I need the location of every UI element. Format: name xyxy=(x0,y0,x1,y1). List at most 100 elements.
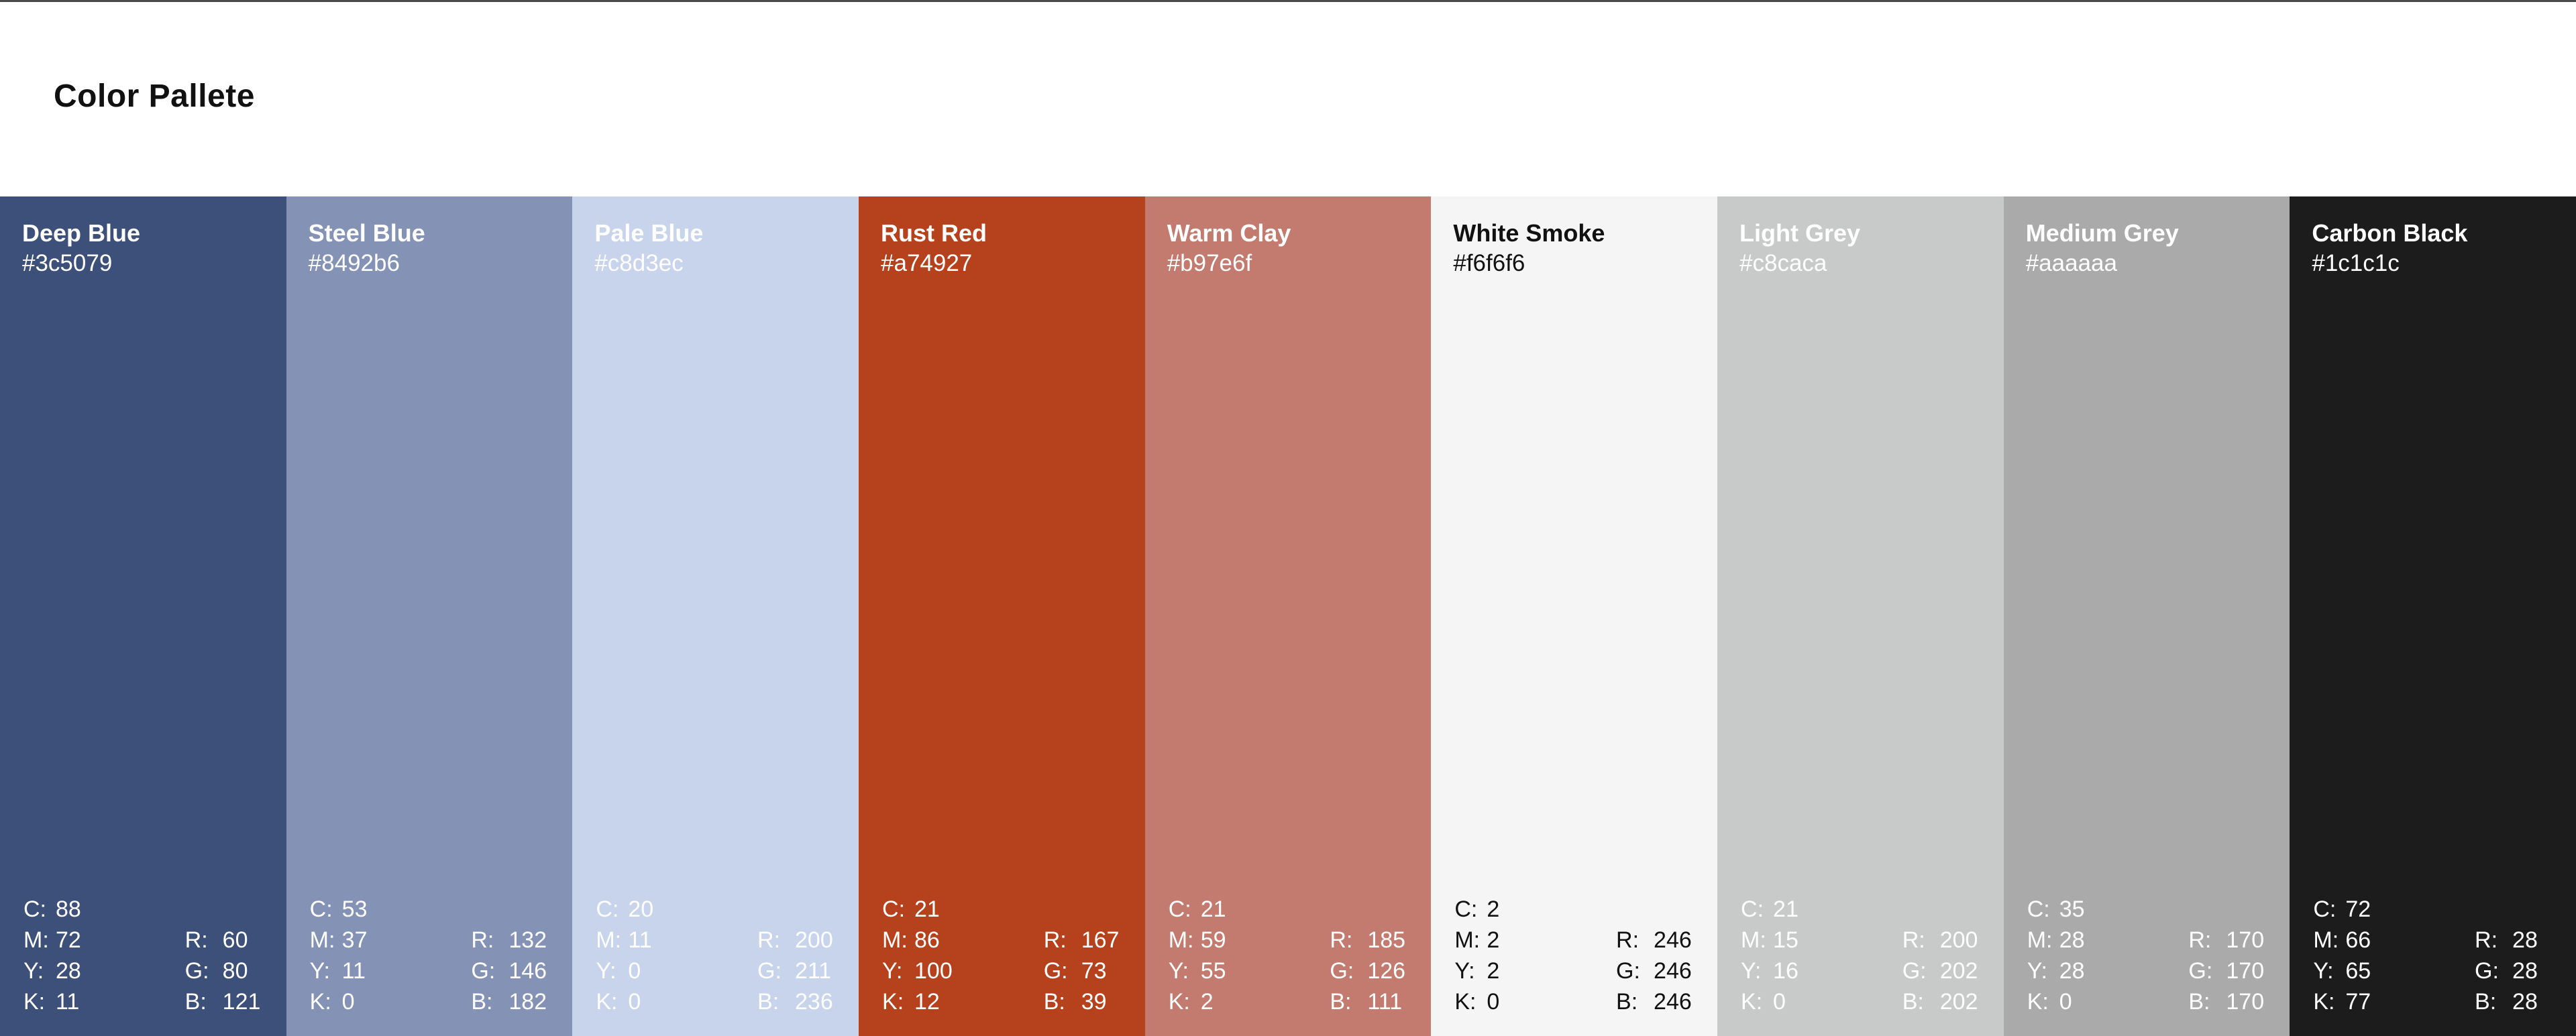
green-value: G: 28 xyxy=(2475,958,2538,984)
black-value: K: 0 xyxy=(1454,989,1500,1015)
swatch-deep-blue: Deep Blue #3c5079 C: 88 M: 72 R: 60 Y: 28 G: 80… xyxy=(0,196,286,1036)
magenta-value: M: 15 xyxy=(1741,927,1799,953)
swatch-steel-blue: Steel Blue #8492b6 C: 53 M: 37 R: 132 Y: 11 G:… xyxy=(286,196,573,1036)
swatch-name: Carbon Black xyxy=(2312,219,2468,247)
black-value: K: 0 xyxy=(1741,989,1786,1015)
magenta-value: M: 59 xyxy=(1168,927,1226,953)
blue-value: B: 182 xyxy=(471,989,547,1015)
cyan-value: C: 21 xyxy=(1741,897,1799,922)
green-value: G: 80 xyxy=(184,958,248,984)
cyan-value: C: 72 xyxy=(2313,897,2371,922)
swatch-name: Light Grey xyxy=(1739,219,1861,247)
black-value: K: 11 xyxy=(23,989,80,1015)
red-value: R: 28 xyxy=(2475,927,2538,953)
blue-value: B: 236 xyxy=(757,989,833,1015)
black-value: K: 0 xyxy=(2027,989,2072,1015)
magenta-value: M: 2 xyxy=(1454,927,1500,953)
red-value: R: 167 xyxy=(1043,927,1120,953)
red-value: R: 200 xyxy=(757,927,833,953)
blue-value: B: 111 xyxy=(1330,989,1403,1015)
top-divider xyxy=(0,0,2576,2)
cyan-value: C: 35 xyxy=(2027,897,2085,922)
swatch-carbon-black: Carbon Black #1c1c1c C: 72 M: 66 R: 28 Y: 65 G… xyxy=(2290,196,2576,1036)
yellow-value: Y: 28 xyxy=(23,958,81,984)
cyan-value: C: 21 xyxy=(1168,897,1226,922)
blue-value: B: 246 xyxy=(1616,989,1692,1015)
color-values: C: 35 M: 28 R: 170 Y: 28 G: 170 K: 0 B: 170 xyxy=(2027,894,2267,1017)
swatch-hex: #8492b6 xyxy=(308,250,400,276)
color-values: C: 53 M: 37 R: 132 Y: 11 G: 146 K: 0 B: 182 xyxy=(310,894,549,1017)
blue-value: B: 121 xyxy=(184,989,261,1015)
yellow-value: Y: 2 xyxy=(1454,958,1500,984)
swatch-hex: #f6f6f6 xyxy=(1453,250,1525,276)
green-value: G: 202 xyxy=(1902,958,1978,984)
green-value: G: 170 xyxy=(2188,958,2265,984)
swatch-name: Rust Red xyxy=(881,219,987,247)
swatch-hex: #1c1c1c xyxy=(2312,250,2400,276)
swatch-hex: #3c5079 xyxy=(22,250,113,276)
swatch-medium-grey: Medium Grey #aaaaaa C: 35 M: 28 R: 170 Y: 28 G… xyxy=(2003,196,2290,1036)
yellow-value: Y: 16 xyxy=(1741,958,1799,984)
black-value: K: 12 xyxy=(882,989,940,1015)
magenta-value: M: 11 xyxy=(596,927,652,953)
yellow-value: Y: 65 xyxy=(2313,958,2371,984)
swatch-hex: #aaaaaa xyxy=(2025,250,2117,276)
swatch-name: White Smoke xyxy=(1453,219,1605,247)
color-values: C: 72 M: 66 R: 28 Y: 65 G: 28 K: 77 B: 28 xyxy=(2313,894,2553,1017)
magenta-value: M: 86 xyxy=(882,927,940,953)
swatch-pale-blue: Pale Blue #c8d3ec C: 20 M: 11 R: 200 Y: 0 G: 21… xyxy=(572,196,859,1036)
green-value: G: 246 xyxy=(1616,958,1692,984)
swatch-name: Medium Grey xyxy=(2025,219,2179,247)
black-value: K: 0 xyxy=(596,989,641,1015)
green-value: G: 73 xyxy=(1043,958,1107,984)
color-palette: Deep Blue #3c5079 C: 88 M: 72 R: 60 Y: 28 G: 80… xyxy=(0,196,2576,1036)
color-values: C: 21 M: 59 R: 185 Y: 55 G: 126 K: 2 B: 111 xyxy=(1169,894,1408,1017)
swatch-name: Pale Blue xyxy=(594,219,704,247)
color-values: C: 21 M: 86 R: 167 Y: 100 G: 73 K: 12 B: 39 xyxy=(882,894,1122,1017)
color-values: C: 2 M: 2 R: 246 Y: 2 G: 246 K: 0 B: 246 xyxy=(1454,894,1694,1017)
cyan-value: C: 2 xyxy=(1454,897,1500,922)
cyan-value: C: 21 xyxy=(882,897,940,922)
cyan-value: C: 53 xyxy=(309,897,368,922)
magenta-value: M: 28 xyxy=(2027,927,2085,953)
red-value: R: 60 xyxy=(184,927,248,953)
swatch-name: Warm Clay xyxy=(1167,219,1291,247)
swatch-rust-red: Rust Red #a74927 C: 21 M: 86 R: 167 Y: 100 G: 7… xyxy=(859,196,1145,1036)
swatch-hex: #c8caca xyxy=(1739,250,1827,276)
green-value: G: 126 xyxy=(1330,958,1406,984)
magenta-value: M: 72 xyxy=(23,927,81,953)
yellow-value: Y: 11 xyxy=(309,958,366,984)
magenta-value: M: 66 xyxy=(2313,927,2371,953)
red-value: R: 132 xyxy=(471,927,547,953)
green-value: G: 211 xyxy=(757,958,832,984)
blue-value: B: 39 xyxy=(1043,989,1107,1015)
swatch-warm-clay: Warm Clay #b97e6f C: 21 M: 59 R: 185 Y: 55 G: 1… xyxy=(1144,196,1432,1036)
color-values: C: 20 M: 11 R: 200 Y: 0 G: 211 K: 0 B: 236 xyxy=(596,894,835,1017)
black-value: K: 77 xyxy=(2313,989,2371,1015)
color-values: C: 88 M: 72 R: 60 Y: 28 G: 80 K: 11 B: 121 xyxy=(23,894,263,1017)
magenta-value: M: 37 xyxy=(309,927,368,953)
swatch-hex: #c8d3ec xyxy=(594,250,684,276)
green-value: G: 146 xyxy=(471,958,547,984)
red-value: R: 170 xyxy=(2188,927,2265,953)
blue-value: B: 28 xyxy=(2475,989,2538,1015)
swatch-white-smoke: White Smoke #f6f6f6 C: 2 M: 2 R: 246 Y: 2 G: 24… xyxy=(1431,196,1718,1036)
swatch-hex: #b97e6f xyxy=(1167,250,1252,276)
swatch-light-grey: Light Grey #c8caca C: 21 M: 15 R: 200 Y: 16 G:… xyxy=(1717,196,2004,1036)
blue-value: B: 170 xyxy=(2188,989,2265,1015)
yellow-value: Y: 0 xyxy=(596,958,641,984)
yellow-value: Y: 100 xyxy=(882,958,953,984)
black-value: K: 2 xyxy=(1168,989,1214,1015)
swatch-hex: #a74927 xyxy=(881,250,973,276)
color-values: C: 21 M: 15 R: 200 Y: 16 G: 202 K: 0 B: 202 xyxy=(1741,894,1980,1017)
red-value: R: 200 xyxy=(1902,927,1978,953)
red-value: R: 185 xyxy=(1330,927,1406,953)
yellow-value: Y: 55 xyxy=(1168,958,1226,984)
page-title: Color Pallete xyxy=(54,78,255,114)
blue-value: B: 202 xyxy=(1902,989,1978,1015)
cyan-value: C: 88 xyxy=(23,897,81,922)
black-value: K: 0 xyxy=(309,989,355,1015)
swatch-name: Steel Blue xyxy=(308,219,425,247)
yellow-value: Y: 28 xyxy=(2027,958,2085,984)
red-value: R: 246 xyxy=(1616,927,1692,953)
